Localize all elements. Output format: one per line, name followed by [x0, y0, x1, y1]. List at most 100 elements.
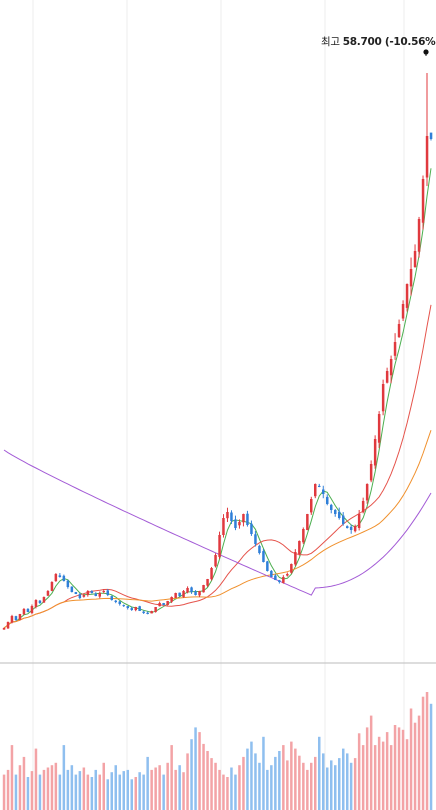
- candle: [78, 592, 82, 600]
- volume-bar: [254, 753, 257, 810]
- candle: [90, 590, 94, 594]
- candle: [54, 573, 58, 582]
- candle: [270, 570, 273, 578]
- candle: [357, 509, 361, 531]
- candle-body: [142, 611, 145, 613]
- volume-bar: [162, 774, 165, 810]
- volume-layer: [2, 692, 433, 810]
- volume-bar: [126, 769, 129, 810]
- volume-bar: [365, 727, 369, 810]
- candle: [334, 509, 337, 517]
- candle-body: [254, 534, 257, 544]
- candle-body: [242, 514, 245, 523]
- volume-bar: [78, 771, 82, 810]
- volume-bar: [353, 758, 357, 810]
- candle-body: [210, 568, 213, 580]
- candle-body: [361, 501, 365, 513]
- candle-body: [234, 519, 237, 528]
- candle-body: [150, 611, 153, 614]
- candle: [174, 592, 177, 598]
- candle-body: [134, 607, 137, 611]
- moving-average-layer: [3, 168, 432, 629]
- candle-body: [314, 484, 317, 497]
- candle: [274, 574, 277, 581]
- volume-bar: [30, 771, 34, 810]
- candle: [98, 591, 101, 599]
- volume-bar: [429, 703, 433, 810]
- candle-body: [162, 603, 165, 605]
- moving-average-line: [3, 449, 432, 596]
- candle: [258, 544, 261, 555]
- candle: [162, 602, 165, 606]
- candle: [198, 590, 201, 598]
- candle: [377, 411, 381, 449]
- volume-bar: [338, 758, 341, 810]
- candle: [326, 494, 329, 506]
- candle-body: [2, 628, 6, 630]
- high-label-prefix: 최고: [321, 36, 340, 48]
- candle: [369, 460, 373, 483]
- volume-bar: [306, 769, 309, 810]
- candle: [126, 605, 129, 610]
- volume-bar: [266, 769, 269, 810]
- candle: [22, 607, 26, 615]
- volume-bar: [238, 765, 241, 810]
- candle-body: [118, 601, 121, 604]
- volume-bar: [62, 745, 66, 810]
- candle: [234, 515, 237, 531]
- volume-bar: [210, 758, 213, 810]
- candle-body: [14, 616, 18, 620]
- candle-body: [98, 593, 101, 597]
- candle-body: [174, 593, 177, 598]
- volume-bar: [218, 769, 221, 810]
- candle: [302, 527, 305, 545]
- candle-body: [282, 577, 285, 583]
- candle: [10, 614, 14, 624]
- candle-body: [377, 414, 381, 443]
- volume-bar: [409, 708, 413, 810]
- candle: [182, 590, 185, 598]
- candle-body: [102, 591, 105, 592]
- candle: [94, 592, 97, 597]
- candle: [214, 553, 217, 568]
- high-price-marker: 최고 58.700 (-10.56%): [321, 36, 436, 56]
- candle-body: [182, 591, 185, 598]
- volume-bar: [134, 777, 137, 810]
- volume-bar: [357, 733, 361, 810]
- candle: [66, 579, 70, 589]
- candle-body: [202, 585, 205, 593]
- candle-body: [310, 499, 313, 513]
- candle: [278, 579, 281, 584]
- candle: [226, 507, 229, 523]
- candle: [250, 520, 253, 536]
- candle-body: [274, 575, 277, 580]
- candle: [186, 586, 189, 594]
- candle: [242, 513, 245, 527]
- candle-body: [226, 512, 229, 519]
- candle: [158, 601, 161, 607]
- candle-body: [306, 514, 309, 530]
- candle: [409, 257, 413, 296]
- candle-body: [258, 545, 261, 553]
- volume-bar: [114, 765, 117, 810]
- candlestick-layer: [2, 73, 433, 630]
- volume-bar: [310, 762, 313, 810]
- candle: [170, 596, 173, 604]
- candle-body: [413, 251, 417, 268]
- volume-bar: [102, 762, 105, 810]
- volume-bar: [389, 745, 393, 810]
- volume-bar: [14, 774, 18, 810]
- volume-bar: [417, 715, 421, 810]
- volume-bar: [246, 748, 249, 810]
- candle-body: [82, 595, 86, 597]
- candle: [206, 578, 209, 587]
- candle: [254, 530, 257, 547]
- candle: [42, 596, 46, 603]
- volume-bar: [405, 739, 409, 810]
- candle-body: [106, 590, 109, 595]
- candle-body: [22, 609, 26, 615]
- volume-bar: [186, 753, 189, 810]
- volume-bar: [34, 748, 38, 810]
- candle: [102, 589, 105, 594]
- volume-bar: [142, 774, 145, 810]
